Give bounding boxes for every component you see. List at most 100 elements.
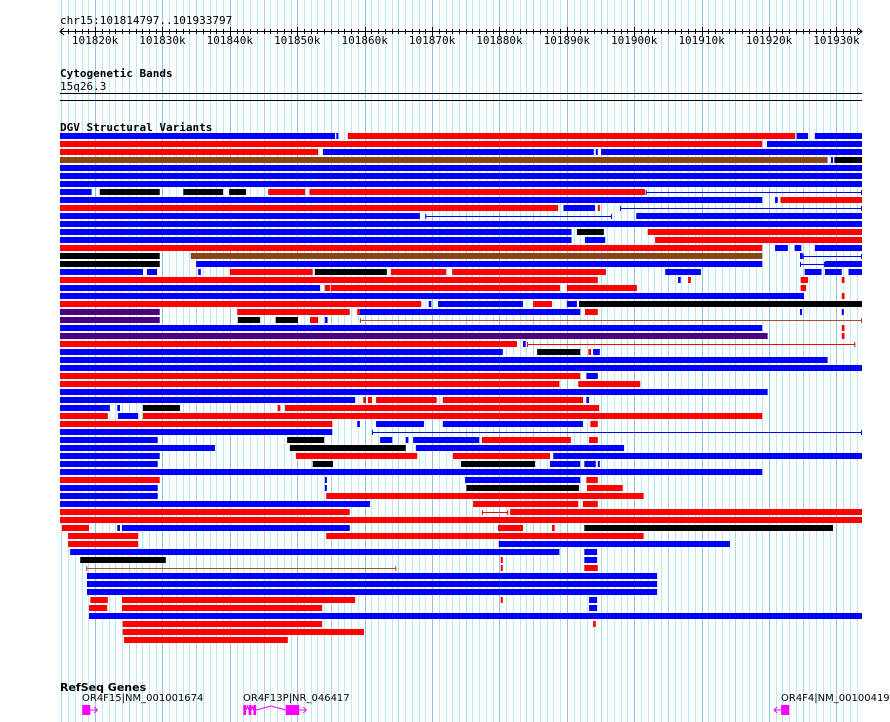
- structural-variant[interactable]: [578, 381, 641, 387]
- structural-variant[interactable]: [60, 181, 862, 187]
- structural-variant[interactable]: [295, 453, 418, 459]
- structural-variant[interactable]: [60, 165, 862, 171]
- structural-variant[interactable]: [523, 341, 526, 347]
- structural-variant[interactable]: [804, 269, 822, 275]
- structural-variant[interactable]: [589, 437, 598, 443]
- structural-variant[interactable]: [60, 333, 768, 339]
- structural-variant[interactable]: [824, 261, 862, 267]
- structural-variant[interactable]: [68, 533, 139, 539]
- gene-exon[interactable]: [243, 705, 247, 715]
- structural-variant[interactable]: [60, 413, 108, 419]
- gene-exon[interactable]: [285, 705, 300, 715]
- structural-variant[interactable]: [584, 565, 598, 571]
- structural-variant[interactable]: [60, 237, 572, 243]
- structural-variant[interactable]: [587, 485, 623, 491]
- structural-variant[interactable]: [60, 373, 581, 379]
- structural-variant[interactable]: [415, 445, 625, 451]
- structural-variant[interactable]: [60, 253, 160, 259]
- structural-variant[interactable]: [60, 365, 862, 371]
- structural-variant[interactable]: [122, 629, 364, 635]
- structural-variant[interactable]: [60, 157, 828, 163]
- structural-variant[interactable]: [498, 541, 730, 547]
- gene-exon[interactable]: [781, 705, 790, 715]
- structural-variant[interactable]: [60, 461, 158, 467]
- structural-variant[interactable]: [322, 149, 594, 155]
- structural-variant[interactable]: [405, 437, 409, 443]
- structural-variant[interactable]: [799, 309, 803, 315]
- structural-variant[interactable]: [347, 133, 796, 139]
- structural-variant[interactable]: [60, 469, 763, 475]
- structural-variant[interactable]: [582, 501, 598, 507]
- structural-variant[interactable]: [636, 213, 862, 219]
- structural-variant[interactable]: [510, 509, 862, 515]
- structural-variant[interactable]: [775, 245, 788, 251]
- gene-label-or4f4[interactable]: OR4F4|NM_001004195: [781, 693, 890, 704]
- structural-variant[interactable]: [122, 597, 356, 603]
- structural-variant[interactable]: [60, 197, 763, 203]
- structural-variant[interactable]: [326, 493, 644, 499]
- structural-variant[interactable]: [841, 309, 844, 315]
- structural-variant[interactable]: [814, 133, 862, 139]
- structural-variant[interactable]: [314, 269, 387, 275]
- structural-variant[interactable]: [60, 269, 143, 275]
- structural-variant[interactable]: [800, 285, 807, 291]
- structural-variant[interactable]: [60, 309, 160, 315]
- structural-variant[interactable]: [442, 397, 583, 403]
- gene-label-or4f15[interactable]: OR4F15|NM_001001674: [82, 693, 204, 704]
- structural-variant[interactable]: [563, 205, 596, 211]
- structural-variant[interactable]: [590, 421, 598, 427]
- structural-variant[interactable]: [60, 149, 319, 155]
- structural-variant[interactable]: [549, 461, 581, 467]
- structural-variant[interactable]: [452, 453, 550, 459]
- structural-variant[interactable]: [367, 397, 373, 403]
- structural-variant[interactable]: [390, 269, 447, 275]
- structural-variant[interactable]: [576, 229, 604, 235]
- structural-variant[interactable]: [60, 173, 862, 179]
- structural-variant[interactable]: [586, 397, 590, 403]
- structural-variant[interactable]: [586, 477, 598, 483]
- structural-variant[interactable]: [359, 309, 581, 315]
- structural-variant[interactable]: [275, 317, 298, 323]
- refseq-genes-track[interactable]: [0, 700, 890, 722]
- structural-variant[interactable]: [60, 389, 768, 395]
- structural-variant[interactable]: [60, 261, 160, 267]
- structural-variant[interactable]: [841, 325, 845, 331]
- structural-variant[interactable]: [551, 525, 555, 531]
- structural-variant[interactable]: [500, 565, 503, 571]
- structural-variant[interactable]: [796, 133, 809, 139]
- structural-variant[interactable]: [655, 237, 862, 243]
- structural-variant[interactable]: [466, 485, 579, 491]
- structural-variant[interactable]: [60, 205, 559, 211]
- structural-variant[interactable]: [124, 637, 288, 643]
- structural-variant[interactable]: [60, 509, 350, 515]
- structural-variant[interactable]: [60, 357, 828, 363]
- structural-variant[interactable]: [142, 413, 763, 419]
- structural-variant[interactable]: [324, 485, 327, 491]
- structural-variant[interactable]: [595, 149, 598, 155]
- structural-variant[interactable]: [324, 477, 327, 483]
- structural-variant[interactable]: [237, 309, 350, 315]
- structural-variant[interactable]: [336, 133, 339, 139]
- structural-variant[interactable]: [60, 229, 572, 235]
- structural-variant[interactable]: [566, 301, 577, 307]
- structural-variant[interactable]: [60, 245, 763, 251]
- structural-variant[interactable]: [533, 301, 552, 307]
- structural-variant[interactable]: [312, 461, 333, 467]
- structural-variant[interactable]: [593, 349, 600, 355]
- structural-variant[interactable]: [86, 573, 658, 579]
- structural-variant[interactable]: [841, 293, 845, 299]
- structural-variant[interactable]: [122, 525, 350, 531]
- structural-variant[interactable]: [268, 189, 306, 195]
- structural-variant[interactable]: [588, 349, 592, 355]
- structural-variant[interactable]: [287, 437, 325, 443]
- structural-variant[interactable]: [498, 525, 524, 531]
- structural-variant[interactable]: [794, 245, 802, 251]
- structural-variant[interactable]: [146, 269, 158, 275]
- structural-variant[interactable]: [647, 229, 862, 235]
- gene-label-or4f13p[interactable]: OR4F13P|NR_046417: [243, 693, 350, 704]
- structural-variant[interactable]: [60, 293, 805, 299]
- structural-variant[interactable]: [60, 397, 356, 403]
- structural-variant[interactable]: [60, 349, 503, 355]
- structural-variant[interactable]: [60, 285, 321, 291]
- structural-variant[interactable]: [60, 405, 110, 411]
